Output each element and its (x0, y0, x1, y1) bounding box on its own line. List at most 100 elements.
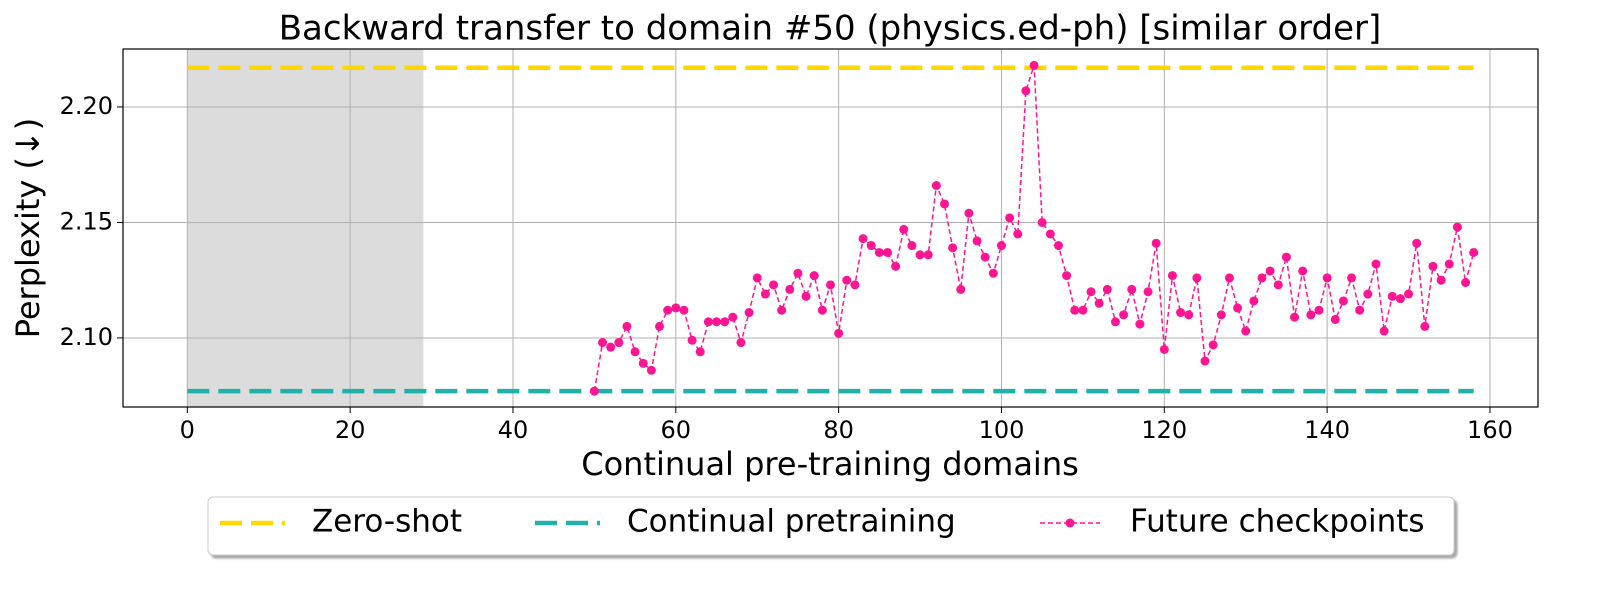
data-point (1420, 321, 1430, 331)
data-point (858, 234, 868, 244)
data-point (1395, 294, 1405, 304)
data-point (964, 208, 974, 218)
data-point (1452, 222, 1462, 232)
x-axis-label: Continual pre-training domains (581, 445, 1079, 483)
data-point (1094, 298, 1104, 308)
data-point (1135, 319, 1145, 329)
data-point (655, 321, 665, 331)
data-point (1119, 310, 1129, 320)
data-point (606, 342, 616, 352)
data-point (1224, 273, 1234, 283)
data-point (1412, 238, 1422, 248)
data-point (842, 275, 852, 285)
data-point (1314, 305, 1324, 315)
chart-title: Backward transfer to domain #50 (physics… (279, 9, 1382, 49)
data-point (899, 224, 909, 234)
data-point (1192, 273, 1202, 283)
data-point (1265, 266, 1275, 276)
data-point (948, 243, 958, 253)
data-point (1070, 305, 1080, 315)
data-point (1005, 213, 1015, 223)
data-point (850, 280, 860, 290)
data-point (663, 305, 673, 315)
x-tick-label: 0 (180, 416, 195, 444)
data-point (980, 252, 990, 262)
data-point (1037, 217, 1047, 227)
data-point (1306, 310, 1316, 320)
data-point (614, 338, 624, 348)
data-point (703, 317, 713, 327)
series-line (593, 65, 1475, 392)
data-point (1428, 261, 1438, 271)
data-point (1053, 241, 1063, 251)
data-point (1461, 278, 1471, 288)
data-point (1184, 310, 1194, 320)
data-point (622, 321, 632, 331)
data-point (956, 284, 966, 294)
data-point (891, 261, 901, 271)
data-point (972, 236, 982, 246)
data-point (1404, 289, 1414, 299)
data-point (679, 305, 689, 315)
data-point (882, 247, 892, 257)
data-point (1233, 303, 1243, 313)
data-point (1102, 284, 1112, 294)
data-point (1290, 312, 1300, 322)
data-point (760, 289, 770, 299)
shaded-region (187, 49, 424, 407)
data-point (720, 317, 730, 327)
data-point (1444, 259, 1454, 269)
x-tick-label: 100 (979, 416, 1025, 444)
data-point (1363, 289, 1373, 299)
y-tick-label: 2.20 (60, 92, 113, 120)
data-point (1322, 273, 1332, 283)
data-point (1257, 273, 1267, 283)
legend-label: Zero-shot (312, 504, 462, 540)
data-point (1436, 275, 1446, 285)
data-point (988, 268, 998, 278)
data-point (589, 386, 599, 396)
data-point (630, 347, 640, 357)
data-point (646, 365, 656, 375)
data-point (1371, 259, 1381, 269)
data-point (687, 335, 697, 345)
data-point (1379, 326, 1389, 336)
x-tick-label: 20 (335, 416, 366, 444)
data-point (1021, 86, 1031, 96)
data-point (809, 271, 819, 281)
data-point (1110, 317, 1120, 327)
data-point (712, 317, 722, 327)
data-point (638, 358, 648, 368)
data-point (834, 328, 844, 338)
data-point (744, 308, 754, 318)
data-point (1281, 252, 1291, 262)
legend-label: Future checkpoints (1130, 504, 1425, 540)
data-point (826, 280, 835, 290)
data-point (1208, 340, 1218, 350)
data-point (793, 268, 803, 278)
data-point (1330, 314, 1340, 324)
data-point (866, 241, 876, 251)
data-point (777, 305, 787, 315)
data-point (874, 247, 884, 257)
x-tick-label: 60 (661, 416, 692, 444)
data-point (1062, 271, 1072, 281)
data-point (817, 305, 827, 315)
x-tick-label: 120 (1141, 416, 1187, 444)
data-point (1241, 326, 1251, 336)
data-point (736, 338, 746, 348)
data-point (1159, 344, 1169, 354)
legend-marker (1065, 518, 1075, 528)
data-point (939, 199, 949, 209)
y-axis-label: Perplexity (↓) (9, 118, 47, 339)
data-point (1013, 229, 1023, 239)
data-point (1216, 310, 1226, 320)
data-point (1347, 273, 1357, 283)
data-point (1143, 287, 1153, 297)
data-point (801, 291, 811, 301)
x-tick-label: 40 (498, 416, 529, 444)
data-point (1355, 305, 1365, 315)
data-point (907, 241, 917, 251)
axes-frame (122, 48, 1539, 408)
legend-label: Continual pretraining (627, 504, 956, 540)
